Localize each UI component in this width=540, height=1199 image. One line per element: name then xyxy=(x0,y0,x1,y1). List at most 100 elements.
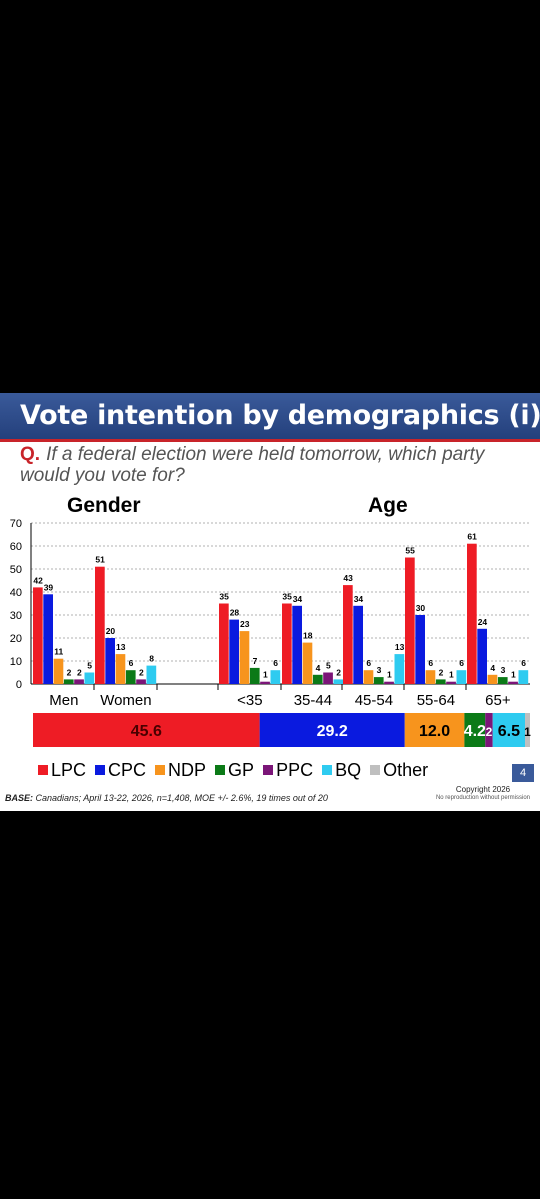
bar-ppc xyxy=(260,681,270,684)
bar-value-label: 24 xyxy=(478,617,488,627)
legend-swatch xyxy=(370,765,381,775)
stacked-label: 4.2 xyxy=(464,723,486,740)
bar-value-label: 23 xyxy=(240,619,250,629)
copyright-sub: No reproduction without permission xyxy=(435,795,531,801)
bar-ppc xyxy=(384,681,394,684)
bar-value-label: 34 xyxy=(354,594,364,604)
bar-value-label: 1 xyxy=(263,670,268,680)
bar-ndp xyxy=(53,658,64,684)
bar-gp xyxy=(497,677,508,684)
bar-value-label: 28 xyxy=(230,608,240,618)
bar-gp xyxy=(373,677,384,684)
legend-label: GP xyxy=(228,760,255,780)
bar-ndp xyxy=(239,631,250,684)
legend-label: BQ xyxy=(335,760,362,780)
stacked-label: 12.0 xyxy=(419,723,450,740)
legend-swatch xyxy=(95,765,106,775)
legend-item-ndp: NDP xyxy=(155,760,206,781)
bar-ndp xyxy=(425,670,436,684)
bar-cpc xyxy=(105,638,115,684)
question-text: If a federal election were held tomorrow… xyxy=(20,444,485,486)
title-bar: Vote intention by demographics (i) xyxy=(0,393,540,442)
y-tick-label: 70 xyxy=(10,518,22,530)
legend-item-lpc: LPC xyxy=(38,760,86,781)
question: Q. If a federal election were held tomorr… xyxy=(20,444,530,486)
bar-value-label: 30 xyxy=(416,603,426,613)
bar-value-label: 6 xyxy=(129,658,134,668)
bar-value-label: 5 xyxy=(326,661,331,671)
bar-gp xyxy=(125,670,136,684)
stacked-label: 2 xyxy=(486,725,493,739)
stacked-label: 1 xyxy=(524,725,531,739)
stacked-segment-ppc xyxy=(485,713,493,747)
bar-value-label: 3 xyxy=(377,665,382,675)
stacked-segment-ndp xyxy=(404,713,465,747)
bar-value-label: 43 xyxy=(343,573,353,583)
group-title-gender: Gender xyxy=(67,494,141,517)
category-label: Men xyxy=(49,692,78,709)
bar-bq xyxy=(146,665,157,684)
bar-bq xyxy=(394,654,405,684)
question-marker: Q. xyxy=(20,444,41,465)
bar-value-label: 35 xyxy=(282,592,292,602)
stacked-label: 6.5 xyxy=(498,723,520,740)
category-label: 35-44 xyxy=(294,692,332,709)
bar-gp xyxy=(249,667,260,684)
bar-value-label: 8 xyxy=(149,654,154,664)
bar-lpc xyxy=(33,587,43,684)
stacked-segment-cpc xyxy=(259,713,405,747)
legend-swatch xyxy=(38,765,48,775)
bar-cpc xyxy=(229,619,239,684)
bar-bq xyxy=(270,670,281,684)
bar-bq xyxy=(456,670,467,684)
bar-ppc xyxy=(74,679,84,684)
copyright: Copyright 2026 No reproduction without p… xyxy=(430,785,536,803)
y-tick-label: 10 xyxy=(10,656,22,668)
legend-item-bq: BQ xyxy=(322,760,361,781)
bar-ndp xyxy=(363,670,374,684)
bar-value-label: 20 xyxy=(106,626,116,636)
bar-value-label: 1 xyxy=(449,670,454,680)
bar-bq xyxy=(333,679,344,684)
bar-value-label: 3 xyxy=(501,665,506,675)
category-label: <35 xyxy=(237,692,262,709)
y-tick-label: 60 xyxy=(10,541,22,553)
legend-label: Other xyxy=(383,760,429,780)
y-tick-label: 30 xyxy=(10,610,22,622)
bar-ppc xyxy=(446,681,456,684)
stacked-segment-lpc xyxy=(33,713,260,747)
copyright-text: Copyright 2026 xyxy=(455,785,511,794)
legend-item-gp: GP xyxy=(215,760,254,781)
legend-item-cpc: CPC xyxy=(95,760,146,781)
bar-ndp xyxy=(302,642,313,684)
bar-cpc xyxy=(43,594,53,684)
bar-cpc xyxy=(292,605,302,684)
bar-ppc xyxy=(136,679,146,684)
y-tick-label: 40 xyxy=(10,587,22,599)
bar-value-label: 6 xyxy=(459,658,464,668)
bar-value-label: 2 xyxy=(439,667,444,677)
legend-label: LPC xyxy=(51,760,87,780)
legend-swatch xyxy=(215,765,226,775)
category-label: Women xyxy=(100,692,151,709)
bar-lpc xyxy=(282,603,292,684)
bar-gp xyxy=(312,674,323,684)
bar-lpc xyxy=(467,543,477,684)
bar-lpc xyxy=(343,585,353,684)
bar-bq xyxy=(84,672,95,684)
page-number: 4 xyxy=(512,764,534,782)
bar-value-label: 5 xyxy=(87,661,92,671)
bar-gp xyxy=(63,679,74,684)
category-label: 65+ xyxy=(485,692,511,709)
category-label: 55-64 xyxy=(417,692,455,709)
legend-item-other: Other xyxy=(370,760,428,781)
bar-value-label: 1 xyxy=(387,670,392,680)
legend-swatch xyxy=(263,765,274,775)
stacked-segment-other xyxy=(525,713,530,747)
base-note: BASE: Canadians; April 13-22, 2026, n=1,… xyxy=(5,793,328,803)
y-tick-label: 20 xyxy=(10,633,22,645)
legend-item-ppc: PPC xyxy=(263,760,313,781)
bar-value-label: 7 xyxy=(253,656,258,666)
bar-value-label: 6 xyxy=(521,658,526,668)
